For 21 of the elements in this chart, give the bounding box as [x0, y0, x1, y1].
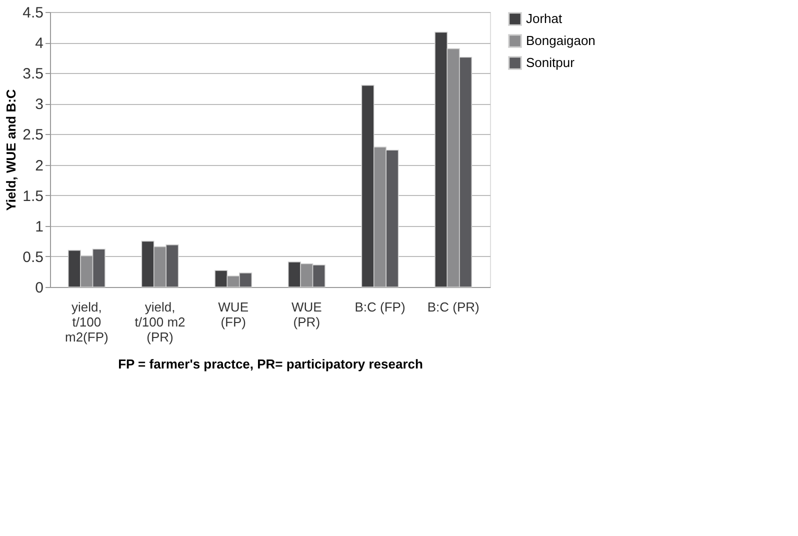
x-tick-label: WUE (FP): [218, 300, 249, 330]
y-tick-label: 1.5: [22, 188, 44, 205]
y-tick-label: 0.5: [22, 248, 44, 266]
x-axis-title: FP = farmer's practce, PR= participatory research: [118, 356, 424, 372]
y-tick-label: 1: [35, 218, 44, 236]
legend-label: Jorhat: [526, 11, 563, 26]
y-tick-label: 2: [35, 157, 44, 174]
y-tick-label: 4.5: [22, 4, 44, 22]
x-tick-label: B:C (FP): [354, 300, 406, 314]
y-tick-label: 2.5: [22, 126, 44, 144]
x-tick-label: yield, t/100 m2 (PR): [134, 300, 186, 344]
y-tick-label: 3: [35, 96, 44, 114]
x-tick-label: B:C (PR): [427, 300, 480, 314]
legend-label: Bongaigaon: [526, 33, 596, 48]
legend-label: Sonitpur: [526, 55, 576, 70]
y-tick-label: 4: [35, 35, 44, 52]
x-tick-label: yield, t/100 m2(FP): [64, 300, 108, 344]
x-tick-label: WUE (PR): [291, 300, 322, 330]
y-tick-label: 3.5: [22, 66, 44, 83]
y-tick-label: 0: [35, 280, 44, 296]
y-axis-title: Yield, WUE and B:C: [4, 88, 19, 211]
